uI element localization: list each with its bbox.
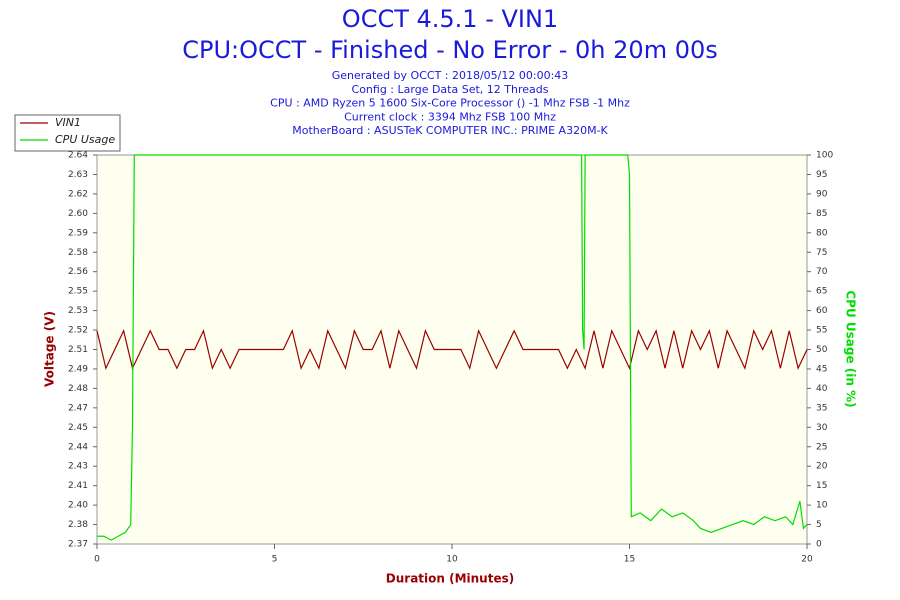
y-tick-label: 2.53 [68,306,88,316]
y-tick-label: 2.55 [68,287,88,297]
y2-tick-label: 45 [816,364,827,374]
y2-tick-label: 50 [816,345,828,355]
legend [14,114,121,152]
y-tick-label: 2.38 [68,520,88,530]
y2-tick-label: 20 [816,462,828,472]
y2-tick-label: 10 [816,501,828,511]
series-line [96,328,808,371]
x-tick-label: 5 [272,555,278,565]
y2-tick-label: 75 [816,248,827,258]
x-tick-label: 20 [801,555,813,565]
y2-tick-label: 80 [816,228,828,238]
legend-label: CPU Usage [55,133,115,146]
y2-tick-label: 0 [816,540,822,550]
chart-subtitle: CPU:OCCT - Finished - No Error - 0h 20m … [182,36,718,64]
y2-tick-label: 65 [816,287,827,297]
y2-tick-label: 40 [816,384,828,394]
y2-tick-label: 35 [816,403,827,413]
x-tick-label: 15 [624,555,635,565]
y2-tick-label: 30 [816,423,828,433]
info-line: MotherBoard : ASUSTeK COMPUTER INC.: PRI… [292,124,608,137]
y2-tick-label: 15 [816,481,827,491]
y2-tick-label: 100 [816,151,833,161]
y-tick-label: 2.37 [68,540,88,550]
y-tick-label: 2.48 [68,384,88,394]
y2-tick-label: 70 [816,267,828,277]
x-tick-label: 0 [94,555,100,565]
info-line: CPU : AMD Ryzen 5 1600 Six-Core Processo… [270,97,630,110]
y-tick-label: 2.41 [68,481,88,491]
legend-label: VIN1 [55,116,81,129]
y-tick-label: 2.64 [68,151,88,161]
y-axis-label: Voltage (V) [43,311,57,387]
y-tick-label: 2.51 [68,345,88,355]
y-tick-label: 2.62 [68,189,88,199]
x-tick-label: 10 [446,555,458,565]
y2-tick-label: 85 [816,209,827,219]
y2-tick-label: 90 [816,189,828,199]
y-tick-label: 2.47 [68,403,88,413]
y-tick-label: 2.63 [68,170,88,180]
y-tick-label: 2.40 [68,501,88,511]
y-tick-label: 2.44 [68,442,88,452]
info-line: Current clock : 3394 Mhz FSB 100 Mhz [344,110,556,123]
y2-tick-label: 55 [816,326,827,336]
y-tick-label: 2.45 [68,423,88,433]
y2-tick-label: 95 [816,170,827,180]
x-axis-label: Duration (Minutes) [386,572,514,586]
info-line: Config : Large Data Set, 12 Threads [352,83,549,96]
y2-tick-label: 5 [816,520,822,530]
y-tick-label: 2.52 [68,326,88,336]
y2-axis-label: CPU Usage (in %) [844,290,858,407]
chart-title: OCCT 4.5.1 - VIN1 [342,5,558,33]
y-tick-label: 2.59 [68,228,88,238]
y-tick-label: 2.49 [68,364,88,374]
y2-tick-label: 60 [816,306,828,316]
y-tick-label: 2.43 [68,462,88,472]
y-tick-label: 2.58 [68,248,88,258]
y2-tick-label: 25 [816,442,827,452]
y-tick-label: 2.60 [68,209,88,219]
y-tick-label: 2.56 [68,267,88,277]
series-line [97,154,808,541]
info-line: Generated by OCCT : 2018/05/12 00:00:43 [332,69,569,82]
